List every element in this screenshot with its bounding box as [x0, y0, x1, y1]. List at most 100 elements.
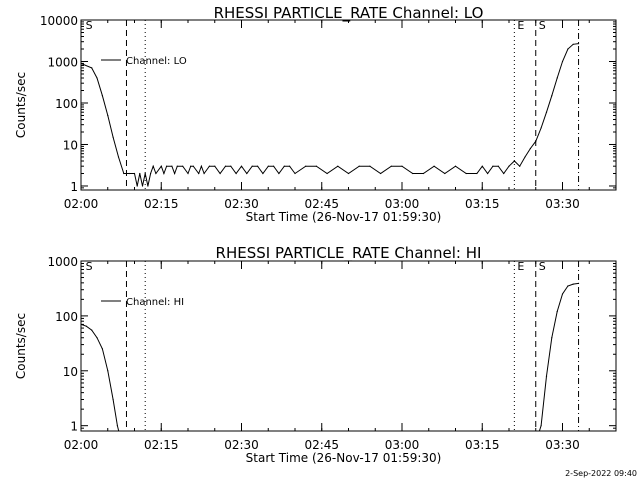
- chart1-data-point: [283, 165, 285, 167]
- chart1-data-point: [230, 165, 232, 167]
- chart1-data-point: [150, 172, 152, 175]
- chart1-data-point: [133, 172, 136, 175]
- chart2-data-point: [107, 370, 109, 372]
- chart1-x-tick-label: 02:15: [144, 197, 179, 211]
- chart2-data-point: [85, 325, 87, 327]
- chart2-data-point: [112, 398, 114, 401]
- chart1-y-tick-label: 10: [63, 138, 78, 152]
- chart1-data-point: [358, 165, 360, 167]
- chart1-data-point: [519, 165, 521, 167]
- chart1-data-point: [257, 165, 259, 167]
- chart1-data-point: [267, 165, 269, 167]
- chart2-y-tick-label: 10: [63, 365, 78, 379]
- chart1-data-point: [123, 172, 125, 175]
- chart1-data-point: [390, 165, 392, 167]
- chart1-data-point: [535, 140, 537, 142]
- chart2-data-point: [567, 285, 569, 287]
- chart1-data-point: [198, 172, 200, 175]
- chart1-data-point: [315, 165, 317, 167]
- chart2-data-point: [96, 337, 98, 339]
- chart2-y-tick-label: 100: [55, 310, 78, 324]
- chart1-data-point: [141, 185, 144, 187]
- chart2-marker-label: E: [517, 260, 524, 273]
- chart1-data-point: [551, 95, 553, 97]
- chart1-data-point: [101, 95, 103, 97]
- chart1-data-point: [117, 156, 120, 158]
- chart1-data-point: [125, 172, 128, 175]
- chart2-data-point: [545, 375, 548, 377]
- chart2-panel: RHESSI PARTICLE_RATE Channel: HI 1 10 100 10…: [14, 244, 617, 465]
- chart1-data-point: [503, 172, 505, 175]
- chart1-data-point: [251, 165, 253, 167]
- chart1-data-point: [219, 172, 221, 175]
- chart1-x-axis-label: Start Time (26-Nov-17 01:59:30): [246, 210, 442, 224]
- chart1-data-point: [529, 147, 532, 150]
- chart1-y-axis-label: Counts/sec: [14, 72, 28, 138]
- chart1-marker-label: E: [517, 19, 524, 32]
- chart2-y-tick-label: 1000: [47, 255, 78, 269]
- chart2-data-point: [556, 310, 558, 313]
- chart1-data-point: [136, 185, 138, 187]
- chart2-series-line: [81, 282, 579, 431]
- chart1-data-point: [214, 165, 216, 167]
- chart2-x-tick-label: 02:45: [304, 438, 339, 452]
- chart1-data-point: [200, 165, 202, 167]
- chart1-y-tick-label: 1000: [47, 55, 78, 69]
- chart2-data-point: [116, 425, 118, 427]
- chart1-data-point: [454, 165, 457, 167]
- chart1-title: RHESSI PARTICLE_RATE Channel: LO: [214, 4, 484, 23]
- chart1-data-point: [380, 172, 382, 175]
- chart1-data-point: [492, 165, 494, 167]
- chart1-data-point: [556, 77, 558, 79]
- chart1-data-point: [369, 165, 371, 167]
- chart1-panel: RHESSI PARTICLE_RATE Channel: LO 1 10 100 10…: [14, 4, 617, 224]
- chart1-data-point: [433, 165, 435, 167]
- chart1-data-point: [347, 172, 350, 175]
- chart1-y-tick-label: 1: [70, 180, 78, 194]
- chart2-data-point: [81, 323, 82, 325]
- chart2-marker-label: S: [539, 260, 546, 273]
- chart1-data-point: [262, 172, 264, 175]
- chart1-data-point: [171, 165, 173, 167]
- chart1-data-point: [513, 160, 516, 162]
- chart1-data-point: [497, 165, 499, 167]
- chart2-data-point: [577, 282, 580, 284]
- chart1-data-point: [278, 172, 280, 175]
- chart1-y-tick-label: 10000: [40, 14, 78, 28]
- chart1-data-point: [163, 172, 165, 175]
- chart1-x-tick-label: 03:30: [545, 197, 580, 211]
- chart2-data-point: [561, 293, 564, 295]
- chart2-x-tick-label: 03:15: [465, 438, 500, 452]
- chart2-x-tick-label: 03:00: [385, 438, 420, 452]
- chart1-legend-label: Channel: LO: [126, 56, 187, 67]
- chart1-data-point: [107, 114, 109, 117]
- chart1-data-point: [508, 165, 510, 167]
- chart1-data-point: [235, 172, 237, 175]
- chart2-data-point: [540, 425, 542, 427]
- chart2-legend-label: Channel: HI: [126, 297, 184, 308]
- chart1-data-point: [174, 172, 176, 175]
- chart1-data-point: [476, 172, 478, 175]
- chart1-data-point: [524, 156, 526, 158]
- chart1-data-point: [337, 165, 339, 167]
- chart1-data-point: [412, 172, 414, 175]
- chart1-data-point: [567, 48, 569, 50]
- chart2-x-tick-label: 02:00: [64, 438, 99, 452]
- chart1-marker-label: S: [539, 19, 546, 32]
- chart1-data-point: [465, 172, 467, 175]
- chart1-data-point: [577, 43, 580, 45]
- chart1-data-point: [182, 165, 184, 167]
- chart1-x-tick-label: 02:30: [224, 197, 259, 211]
- chart2-data-point: [101, 348, 103, 350]
- chart1-x-tick-label: 02:00: [64, 197, 99, 211]
- chart1-data-point: [96, 77, 98, 79]
- chart1-data-point: [166, 165, 168, 167]
- chart1-y-tick-label: 100: [55, 97, 78, 111]
- chart1-data-point: [305, 165, 307, 167]
- chart1-data-point: [160, 165, 162, 167]
- chart1-data-point: [91, 67, 93, 69]
- chart2-x-tick-label: 02:15: [144, 438, 179, 452]
- chart1-x-tick-label: 03:00: [385, 197, 420, 211]
- chart2-x-axis-label: Start Time (26-Nov-17 01:59:30): [246, 451, 442, 465]
